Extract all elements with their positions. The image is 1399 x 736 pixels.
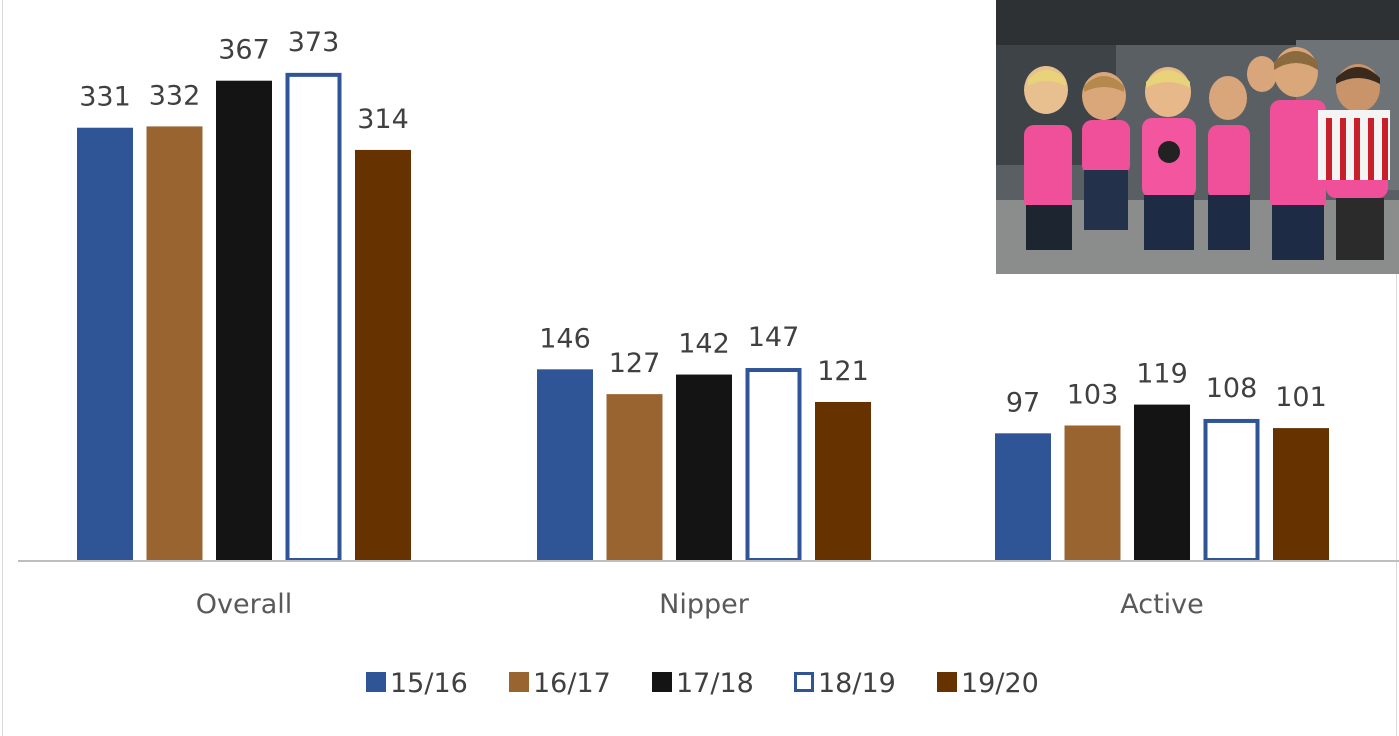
- bar-active-15-16: [995, 433, 1051, 560]
- value-label-active-17-18: 119: [1136, 359, 1188, 390]
- value-label-overall-17-18: 367: [218, 35, 270, 66]
- chart-frame-right: [1396, 274, 1397, 736]
- bar-nipper-19-20: [815, 401, 871, 560]
- legend-swatch-15-16: [366, 672, 386, 692]
- bar-nipper-16-17: [606, 394, 663, 560]
- value-label-active-19-20: 101: [1275, 382, 1327, 413]
- value-label-overall-15-16: 331: [79, 82, 131, 113]
- legend-label-19-20: 19/20: [961, 668, 1039, 699]
- bar-nipper-17-18: [676, 374, 732, 560]
- bar-nipper-18-19: [745, 368, 802, 562]
- value-label-overall-19-20: 314: [357, 104, 409, 135]
- bar-overall-19-20: [355, 149, 411, 560]
- value-label-overall-18-19: 373: [288, 27, 340, 58]
- bar-overall-18-19: [285, 72, 342, 562]
- photo-image: [996, 0, 1399, 274]
- legend-swatch-18-19: [794, 672, 814, 692]
- legend-label-17-18: 17/18: [676, 668, 754, 699]
- bar-active-18-19: [1203, 418, 1260, 562]
- category-label-nipper: Nipper: [659, 589, 750, 620]
- category-label-overall: Overall: [196, 589, 293, 620]
- value-label-overall-16-17: 332: [149, 80, 201, 111]
- bar-overall-15-16: [77, 127, 133, 561]
- legend-swatch-17-18: [652, 672, 672, 692]
- legend-label-16-17: 16/17: [533, 668, 611, 699]
- chart-frame-left: [2, 0, 3, 736]
- bar-active-19-20: [1273, 428, 1329, 560]
- legend-label-18-19: 18/19: [818, 668, 896, 699]
- value-label-nipper-18-19: 147: [748, 322, 800, 353]
- value-labels-layer: 331 332 367 373 314 146 127 142 147 121 97 103 119 10…: [79, 27, 1327, 418]
- bar-overall-16-17: [146, 126, 203, 561]
- value-label-nipper-16-17: 127: [609, 348, 661, 379]
- legend-swatch-16-17: [509, 672, 529, 692]
- bar-active-17-18: [1134, 404, 1190, 560]
- category-labels-layer: Overall Nipper Active: [196, 589, 1204, 620]
- bar-active-16-17: [1064, 425, 1121, 560]
- value-label-active-18-19: 108: [1206, 373, 1258, 404]
- bar-nipper-15-16: [537, 369, 593, 560]
- value-label-nipper-15-16: 146: [539, 323, 591, 354]
- value-label-active-15-16: 97: [1006, 387, 1040, 418]
- legend: 15/16 16/17 17/18 18/19 19/20: [366, 668, 1039, 699]
- legend-label-15-16: 15/16: [390, 668, 468, 699]
- legend-swatch-19-20: [937, 672, 957, 692]
- value-label-nipper-17-18: 142: [678, 329, 730, 360]
- category-label-active: Active: [1120, 589, 1204, 620]
- bar-overall-17-18: [216, 80, 272, 560]
- bars-layer: [77, 72, 1329, 562]
- value-label-nipper-19-20: 121: [817, 356, 869, 387]
- value-label-active-16-17: 103: [1067, 379, 1119, 410]
